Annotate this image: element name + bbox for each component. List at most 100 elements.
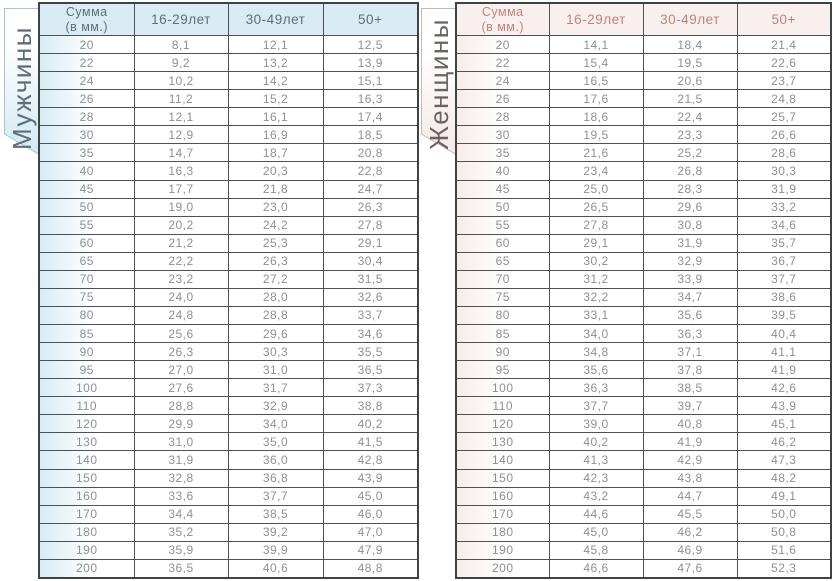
value-cell: 28,8	[227, 305, 324, 326]
value-cell: 44,6	[548, 504, 644, 524]
value-cell: 39,7	[642, 396, 738, 416]
men-table: Сумма (в мм.) 16-29лет 30-49лет 50+ 20 8,…	[38, 2, 419, 579]
sum-cell: 85	[455, 323, 550, 344]
sum-cell: 55	[38, 215, 135, 235]
table-row: 70 23,2 27,2 31,5	[38, 269, 419, 289]
women-table-header: Сумма (в мм.) 16-29лет 30-49лет 50+	[455, 2, 832, 36]
value-cell: 36,3	[548, 378, 644, 398]
value-cell: 34,6	[736, 215, 832, 235]
table-row: 130 31,0 35,0 41,5	[38, 432, 419, 452]
women-table-group: Женщины Сумма (в мм.) 16-29лет 30-49лет …	[421, 0, 833, 581]
value-cell: 31,7	[227, 378, 324, 398]
value-cell: 43,9	[736, 396, 832, 416]
table-row: 24 16,5 20,6 23,7	[455, 71, 832, 91]
value-cell: 23,0	[227, 197, 324, 217]
value-cell: 33,7	[322, 305, 419, 326]
table-row: 190 35,9 39,9 47,9	[38, 540, 419, 560]
value-cell: 34,0	[548, 323, 644, 344]
value-cell: 46,9	[642, 540, 738, 560]
value-cell: 46,6	[548, 558, 644, 579]
table-row: 35 14,7 18,7 20,8	[38, 143, 419, 163]
sum-cell: 110	[38, 396, 135, 416]
value-cell: 20,2	[133, 215, 229, 235]
table-row: 24 10,2 14,2 15,1	[38, 71, 419, 91]
value-cell: 27,0	[133, 360, 229, 380]
value-cell: 25,2	[642, 143, 738, 163]
value-cell: 15,1	[322, 71, 419, 91]
value-cell: 19,0	[133, 197, 229, 217]
value-cell: 38,5	[227, 504, 324, 524]
table-row: 95 35,6 37,8 41,9	[455, 360, 832, 380]
table-row: 170 34,4 38,5 46,0	[38, 504, 419, 524]
value-cell: 22,2	[133, 251, 229, 271]
header-row: Сумма (в мм.) 16-29лет 30-49лет 50+	[455, 2, 832, 36]
header-row: Сумма (в мм.) 16-29лет 30-49лет 50+	[38, 2, 419, 36]
value-cell: 50,8	[736, 522, 832, 542]
sum-cell: 120	[38, 414, 135, 434]
value-cell: 40,4	[736, 323, 832, 344]
value-cell: 23,3	[642, 125, 738, 145]
value-cell: 30,4	[322, 251, 419, 271]
value-cell: 32,9	[227, 396, 324, 416]
value-cell: 38,5	[642, 378, 738, 398]
value-cell: 27,6	[133, 378, 229, 398]
value-cell: 13,2	[227, 53, 324, 73]
table-row: 120 39,0 40,8 45,1	[455, 414, 832, 434]
value-cell: 43,2	[548, 486, 644, 506]
table-row: 110 37,7 39,7 43,9	[455, 396, 832, 416]
value-cell: 21,8	[227, 179, 324, 199]
sum-cell: 95	[38, 360, 135, 380]
value-cell: 18,4	[642, 34, 738, 55]
table-row: 40 16,3 20,3 22,8	[38, 161, 419, 181]
women-table-title: Женщины	[424, 18, 454, 150]
value-cell: 49,1	[736, 486, 832, 506]
sum-cell: 50	[38, 197, 135, 217]
value-cell: 26,3	[322, 197, 419, 217]
table-row: 45 17,7 21,8 24,7	[38, 179, 419, 199]
value-cell: 17,6	[548, 89, 644, 109]
table-row: 85 34,0 36,3 40,4	[455, 323, 832, 344]
value-cell: 31,9	[642, 233, 738, 253]
table-row: 180 45,0 46,2 50,8	[455, 522, 832, 542]
value-cell: 21,5	[642, 89, 738, 109]
table-row: 120 29,9 34,0 40,2	[38, 414, 419, 434]
table-row: 75 32,2 34,7 38,6	[455, 287, 832, 307]
men-table-title: Мужчины	[7, 26, 37, 150]
table-row: 80 33,1 35,6 39,5	[455, 305, 832, 326]
value-cell: 25,0	[548, 179, 644, 199]
sum-cell: 65	[38, 251, 135, 271]
sum-cell: 150	[455, 468, 550, 488]
men-col-age-50plus: 50+	[322, 2, 419, 36]
table-row: 65 30,2 32,9 36,7	[455, 251, 832, 271]
value-cell: 12,9	[133, 125, 229, 145]
sum-cell: 26	[455, 89, 550, 109]
value-cell: 21,2	[133, 233, 229, 253]
value-cell: 31,5	[322, 269, 419, 289]
value-cell: 43,9	[322, 468, 419, 488]
value-cell: 20,8	[322, 143, 419, 163]
value-cell: 24,8	[133, 305, 229, 326]
value-cell: 28,8	[133, 396, 229, 416]
value-cell: 21,4	[736, 34, 832, 55]
value-cell: 37,7	[548, 396, 644, 416]
value-cell: 40,8	[642, 414, 738, 434]
value-cell: 16,3	[322, 89, 419, 109]
value-cell: 30,3	[227, 342, 324, 362]
sum-cell: 65	[455, 251, 550, 271]
table-row: 60 29,1 31,9 35,7	[455, 233, 832, 253]
value-cell: 41,9	[736, 360, 832, 380]
value-cell: 36,3	[642, 323, 738, 344]
value-cell: 35,6	[548, 360, 644, 380]
women-col-sum-line1: Сумма	[481, 5, 524, 20]
value-cell: 43,8	[642, 468, 738, 488]
value-cell: 37,8	[642, 360, 738, 380]
value-cell: 32,2	[548, 287, 644, 307]
value-cell: 37,3	[322, 378, 419, 398]
value-cell: 36,8	[227, 468, 324, 488]
value-cell: 33,6	[133, 486, 229, 506]
value-cell: 35,5	[322, 342, 419, 362]
value-cell: 42,9	[642, 450, 738, 470]
value-cell: 16,1	[227, 107, 324, 127]
men-col-age-30-49: 30-49лет	[227, 2, 324, 36]
value-cell: 24,0	[133, 287, 229, 307]
